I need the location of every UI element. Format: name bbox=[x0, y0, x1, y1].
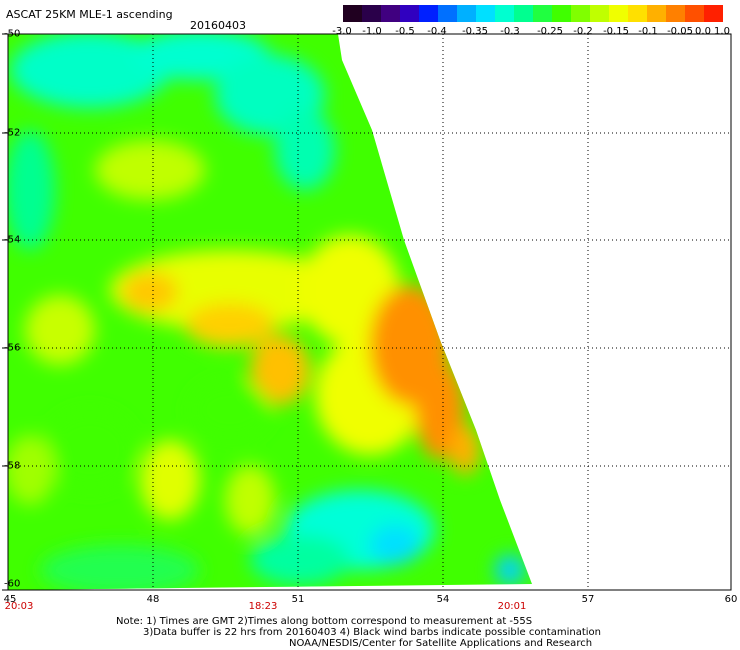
color-scale-segment bbox=[666, 5, 685, 22]
color-scale-segment bbox=[495, 5, 514, 22]
time-label: 20:01 bbox=[497, 601, 527, 612]
swath-data bbox=[8, 34, 532, 590]
color-scale-segment bbox=[647, 5, 666, 22]
lon-label: 57 bbox=[581, 594, 595, 605]
colorbar-tick-label: 1.0 bbox=[714, 26, 730, 37]
color-scale-segment bbox=[685, 5, 704, 22]
color-scale-segment bbox=[343, 5, 362, 22]
time-label: 18:23 bbox=[248, 601, 278, 612]
time-label: 20:03 bbox=[4, 601, 34, 612]
color-scale-segment bbox=[381, 5, 400, 22]
lat-label: -52 bbox=[4, 127, 21, 139]
colorbar-tick-label: -0.5 bbox=[395, 26, 415, 37]
colorbar-tick-label: -0.4 bbox=[427, 26, 447, 37]
colorbar-tick-label: -0.1 bbox=[638, 26, 658, 37]
lon-label: 45 bbox=[3, 594, 17, 605]
lat-label: -60 bbox=[4, 578, 21, 590]
color-scale-segment bbox=[609, 5, 628, 22]
colorbar-tick-label: -0.35 bbox=[462, 26, 488, 37]
color-scale-segment bbox=[533, 5, 552, 22]
color-scale-segment bbox=[514, 5, 533, 22]
color-scale-segment bbox=[590, 5, 609, 22]
lat-label: -54 bbox=[4, 234, 21, 246]
map-date: 20160403 bbox=[190, 19, 246, 32]
lat-label: -58 bbox=[4, 460, 21, 472]
colorbar-tick-label: -0.15 bbox=[603, 26, 629, 37]
color-scale-segment bbox=[362, 5, 381, 22]
lon-label: 60 bbox=[724, 594, 738, 605]
color-scale-bar bbox=[343, 5, 723, 22]
color-scale-segment bbox=[400, 5, 419, 22]
lon-label: 51 bbox=[291, 594, 305, 605]
footer-credit: NOAA/NESDIS/Center for Satellite Applica… bbox=[289, 638, 593, 649]
lat-label: -50 bbox=[4, 28, 21, 40]
color-scale-segment bbox=[552, 5, 571, 22]
colorbar-tick-label: -3.0 bbox=[332, 26, 352, 37]
colorbar-tick-label: -0.3 bbox=[500, 26, 520, 37]
colorbar-tick-label: -0.2 bbox=[573, 26, 593, 37]
grid-lines bbox=[8, 34, 731, 590]
color-scale-segment bbox=[438, 5, 457, 22]
color-scale-segment bbox=[419, 5, 438, 22]
lon-label: 54 bbox=[436, 594, 450, 605]
color-scale-segment bbox=[476, 5, 495, 22]
lat-label: -56 bbox=[4, 342, 21, 354]
colorbar-tick-label: -0.05 bbox=[667, 26, 693, 37]
color-scale-segment bbox=[704, 5, 723, 22]
color-scale-segment bbox=[457, 5, 476, 22]
map-frame bbox=[7, 33, 732, 591]
footer-note-line2: 3)Data buffer is 22 hrs from 20160403 4)… bbox=[143, 627, 601, 638]
color-scale-segment bbox=[571, 5, 590, 22]
axis-ticks bbox=[2, 33, 8, 591]
colorbar-tick-label: -0.25 bbox=[537, 26, 563, 37]
map-title: ASCAT 25KM MLE-1 ascending bbox=[6, 8, 173, 21]
footer-note-line1: Note: 1) Times are GMT 2)Times along bot… bbox=[116, 616, 533, 627]
color-scale-labels: -3.0 -1.0 -0.5 -0.4 -0.35 -0.3 -0.25 -0.… bbox=[330, 26, 730, 38]
lon-label: 48 bbox=[146, 594, 160, 605]
colorbar-tick-label: 0.0 bbox=[695, 26, 711, 37]
colorbar-tick-label: -1.0 bbox=[362, 26, 382, 37]
color-scale-segment bbox=[628, 5, 647, 22]
